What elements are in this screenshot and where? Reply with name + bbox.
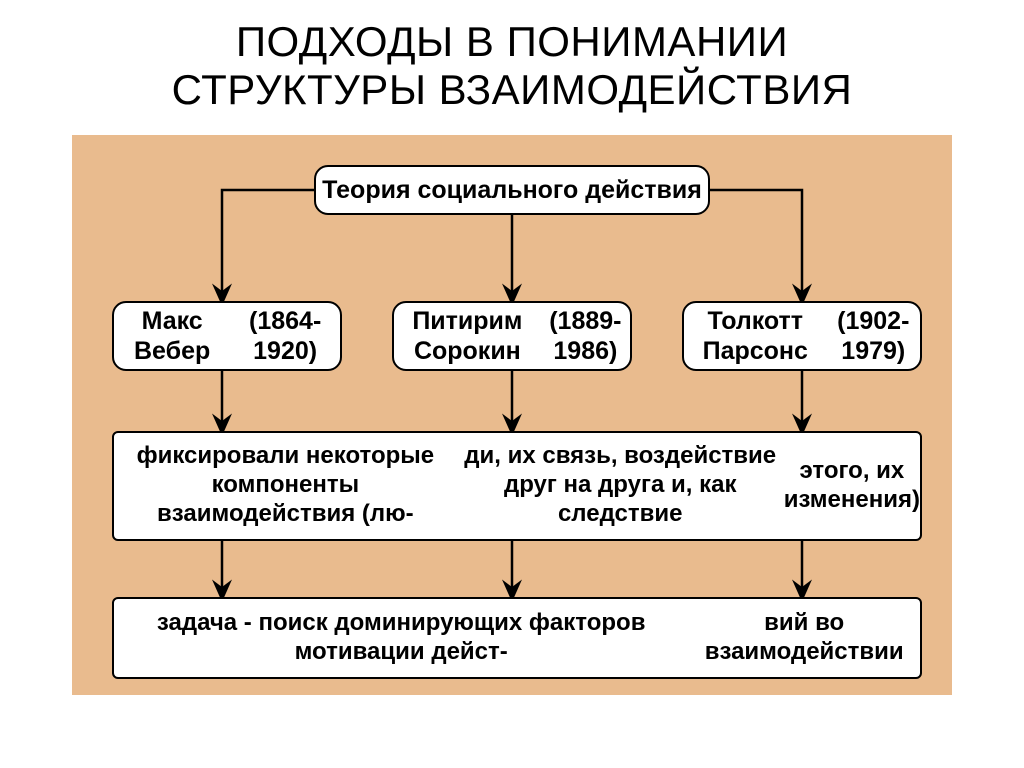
node-weber-line2: (1864-1920) (230, 306, 340, 366)
edge (222, 190, 314, 301)
node-task-line1: задача - поиск доминирующих факторов мот… (114, 609, 688, 667)
node-parsons: Толкотт Парсонс(1902-1979) (682, 301, 922, 371)
flowchart-container: Теория социального действияМакс Вебер(18… (72, 135, 952, 695)
node-root: Теория социального действия (314, 165, 710, 215)
node-weber-line1: Макс Вебер (114, 306, 230, 366)
node-sorokin-line1: Питирим Сорокин (394, 306, 541, 366)
node-components-line3: этого, их изменения) (784, 457, 920, 515)
node-parsons-line2: (1902-1979) (827, 306, 920, 366)
title-line2: СТРУКТУРЫ ВЗАИМОДЕЙСТВИЯ (172, 66, 853, 113)
node-task: задача - поиск доминирующих факторов мот… (112, 597, 922, 679)
edge (710, 190, 802, 301)
node-components-line2: ди, их связь, воздействие друг на друга … (457, 442, 784, 528)
title-line1: ПОДХОДЫ В ПОНИМАНИИ (236, 18, 788, 65)
page-title: ПОДХОДЫ В ПОНИМАНИИ СТРУКТУРЫ ВЗАИМОДЕЙС… (0, 0, 1024, 115)
node-components: фиксировали некоторые компоненты взаимод… (112, 431, 922, 541)
node-parsons-line1: Толкотт Парсонс (684, 306, 827, 366)
node-task-line2: вий во взаимодействии (688, 609, 920, 667)
node-sorokin-line2: (1889-1986) (541, 306, 630, 366)
node-weber: Макс Вебер(1864-1920) (112, 301, 342, 371)
node-components-line1: фиксировали некоторые компоненты взаимод… (114, 442, 457, 528)
node-root-line1: Теория социального действия (322, 175, 702, 205)
node-sorokin: Питирим Сорокин(1889-1986) (392, 301, 632, 371)
